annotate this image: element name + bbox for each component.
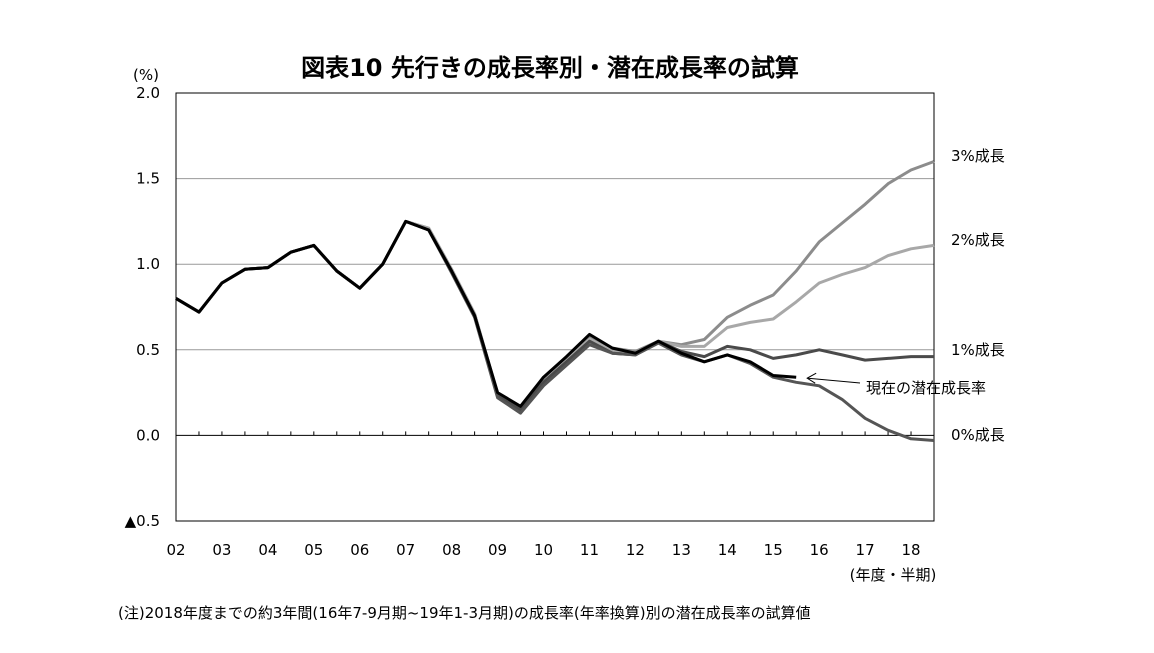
series-label: 0%成長 <box>951 426 1005 444</box>
plot-area-frame <box>175 92 935 522</box>
series-line <box>175 219 797 408</box>
x-tick-label: 17 <box>856 541 875 559</box>
x-tick-label: 12 <box>626 541 645 559</box>
annotation-arrowhead <box>806 372 817 384</box>
chart-title: 図表10 先行きの成長率別・潜在成長率の試算 <box>301 54 799 82</box>
x-axis-unit-label: (年度・半期) <box>850 566 937 584</box>
x-tick-label: 04 <box>258 541 277 559</box>
x-tick-label: 02 <box>166 541 185 559</box>
x-tick-label: 09 <box>488 541 507 559</box>
y-tick-label: 2.0 <box>136 84 160 102</box>
y-tick-label: 0.5 <box>136 341 160 359</box>
y-unit-label: (%) <box>133 66 159 84</box>
series-line <box>175 219 935 410</box>
x-tick-label: 13 <box>672 541 691 559</box>
x-tick-label: 08 <box>442 541 461 559</box>
x-tick-label: 18 <box>901 541 920 559</box>
x-tick-label: 11 <box>580 541 599 559</box>
gridlines <box>176 178 934 436</box>
x-tick-label: 14 <box>718 541 737 559</box>
y-axis: 2.0 1.5 1.0 0.5 0.0 ▲0.5 <box>125 84 160 530</box>
y-tick-label: ▲0.5 <box>125 512 160 530</box>
series-lines <box>175 160 935 442</box>
footnote: (注)2018年度までの約3年間(16年7-9月期~19年1-3月期)の成長率(… <box>118 604 811 622</box>
x-tick-label: 05 <box>304 541 323 559</box>
series-label: 3%成長 <box>951 147 1005 165</box>
series-label: 2%成長 <box>951 231 1005 249</box>
series-label: 1%成長 <box>951 341 1005 359</box>
annotation-arrow <box>808 377 861 384</box>
series-line <box>175 219 934 412</box>
x-tick-label: 16 <box>810 541 829 559</box>
x-tick-label: 03 <box>212 541 231 559</box>
x-tick-label: 07 <box>396 541 415 559</box>
x-tick-label: 15 <box>764 541 783 559</box>
x-tick-label: 06 <box>350 541 369 559</box>
y-tick-label: 0.0 <box>136 426 160 444</box>
series-labels: 3%成長 2%成長 1%成長 0%成長 現在の潜在成長率 <box>806 147 1005 444</box>
x-tick-label: 10 <box>534 541 553 559</box>
annotation-label: 現在の潜在成長率 <box>866 379 986 397</box>
y-tick-label: 1.0 <box>136 255 160 273</box>
y-tick-label: 1.5 <box>136 170 160 188</box>
x-axis: 02 03 04 05 06 07 08 09 10 11 12 13 14 15 16 17 18 <box>166 431 935 559</box>
